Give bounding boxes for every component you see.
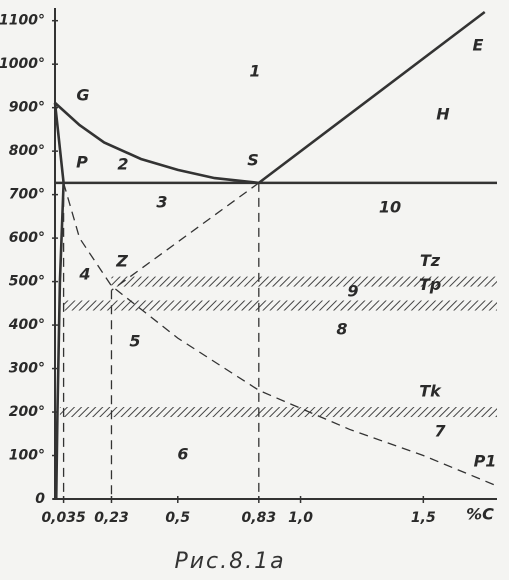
y-tick-label: 200°: [9, 404, 45, 420]
y-tick-label: 1100°: [0, 13, 45, 29]
region-label: 1: [249, 62, 260, 81]
band-label: Tp: [419, 275, 441, 294]
x-tick-label: 1,0: [288, 510, 313, 526]
region-label: 7: [434, 422, 446, 441]
region-label: P1: [474, 452, 497, 471]
y-tick-label: 700°: [9, 187, 45, 203]
band-label: Tz: [420, 251, 441, 270]
hatched-band: [59, 407, 498, 418]
region-label: G: [76, 86, 89, 105]
region-label: S: [247, 151, 259, 170]
region-label: 5: [129, 332, 140, 351]
x-tick-label: 0,83: [242, 510, 277, 526]
region-label: Z: [115, 252, 128, 271]
y-tick-label: 300°: [9, 361, 45, 377]
solid-curve: [54, 101, 259, 185]
caption: Рис.8.1а: [174, 549, 285, 574]
y-tick-label: 1000°: [0, 56, 45, 72]
solid-curve: [53, 102, 65, 500]
y-tick-label: 600°: [9, 230, 45, 246]
x-tick-label: 0,035: [41, 510, 86, 526]
y-tick-label: 900°: [9, 100, 45, 116]
y-tick-label: 400°: [8, 317, 45, 333]
y-tick-label: 0: [35, 491, 45, 507]
x-tick-label: 0,23: [94, 510, 129, 526]
region-label: 10: [379, 198, 401, 217]
x-tick-label: 1,5: [411, 510, 436, 526]
y-tick-label: 100°: [9, 448, 45, 464]
dashed-curve: [111, 182, 260, 291]
region-label: H: [436, 105, 450, 124]
x-tick-label: 0,5: [165, 510, 190, 526]
region-label: 6: [177, 445, 188, 464]
region-label: 4: [78, 265, 90, 284]
region-label: E: [473, 36, 484, 55]
dashed-curve: [62, 182, 498, 487]
x-axis-label: %C: [466, 505, 494, 524]
region-label: 3: [156, 193, 167, 212]
band-label: Tk: [419, 382, 442, 401]
y-tick-label: 800°: [9, 143, 45, 159]
y-tick-label: 500°: [9, 274, 45, 290]
region-label: 9: [347, 282, 358, 301]
hatched-band: [63, 300, 497, 311]
solid-curve: [258, 10, 486, 184]
region-label: P: [76, 153, 88, 172]
hatched-band: [111, 276, 497, 287]
region-label: 8: [336, 320, 347, 339]
region-label: 2: [117, 155, 128, 174]
